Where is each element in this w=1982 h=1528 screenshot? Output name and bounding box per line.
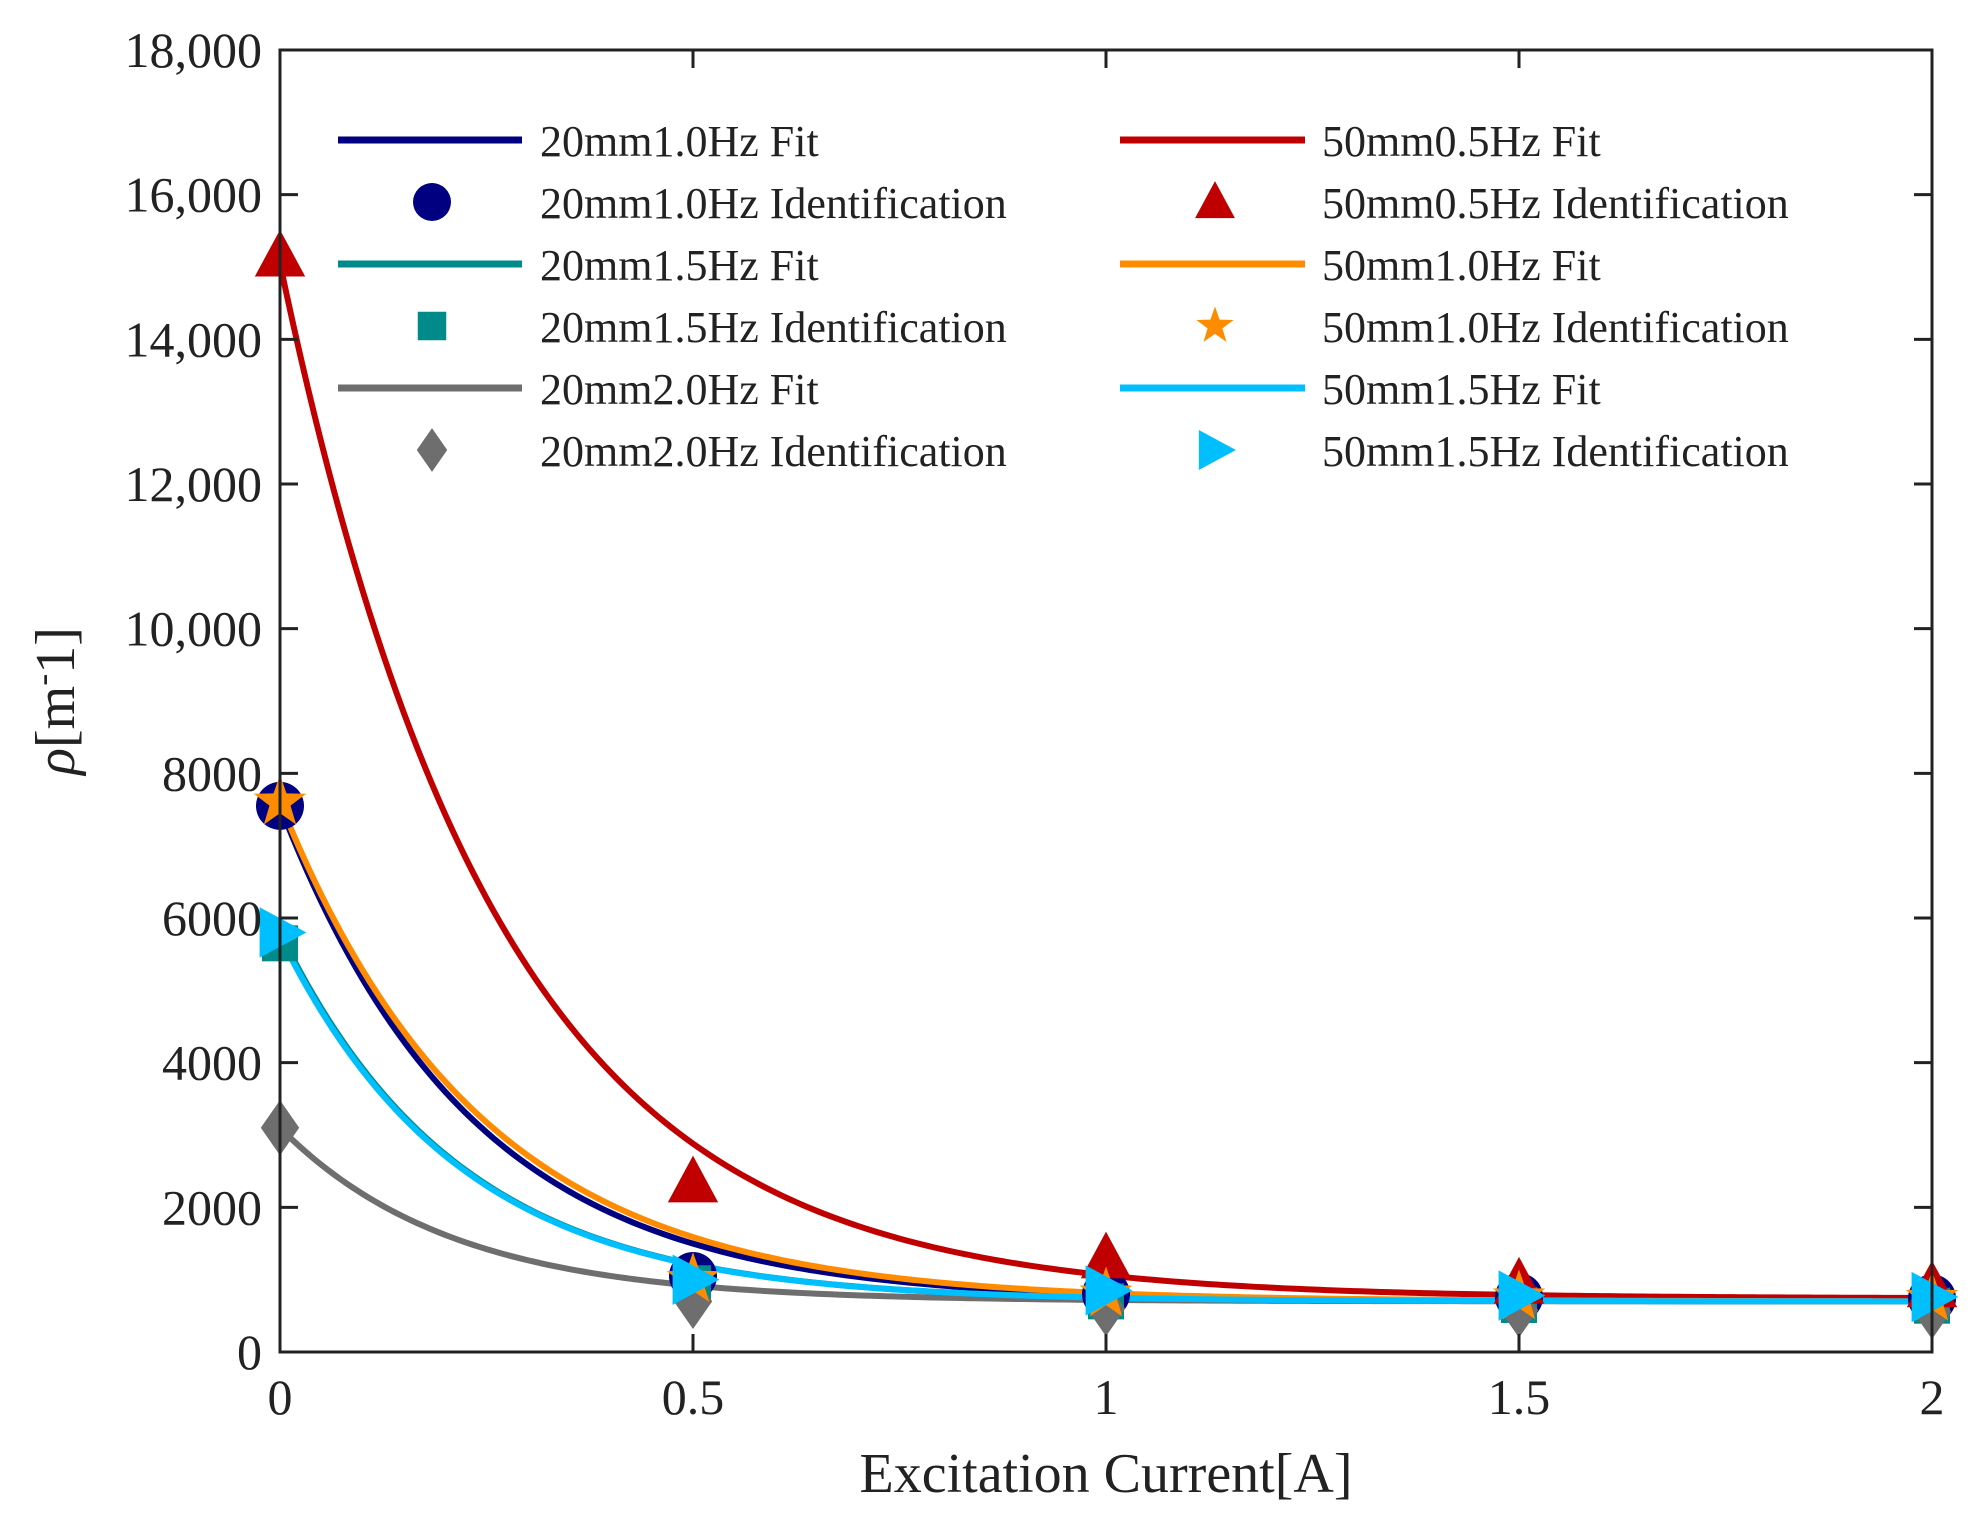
- x-tick-label: 2: [1920, 1369, 1945, 1425]
- legend-label: 20mm2.0Hz Fit: [540, 365, 819, 414]
- y-tick-label: 12,000: [125, 456, 263, 512]
- data-point-20mm2-0hz-identification: [673, 1273, 713, 1329]
- axes: 0 0.5 1 1.5 2 0 2000 4000 6000 8000 10,000 12,000 14…: [125, 22, 1945, 1425]
- y-axis-unit: [m: [25, 686, 87, 748]
- data-point-50mm0-5hz-identification: [1080, 1231, 1132, 1279]
- x-tick-label: 0: [268, 1369, 293, 1425]
- x-tick-label: 1: [1094, 1369, 1119, 1425]
- legend-label: 50mm1.5Hz Fit: [1322, 365, 1601, 414]
- legend-marker-swatch: [413, 183, 451, 221]
- legend-label: 50mm1.5Hz Identification: [1322, 427, 1789, 476]
- legend-entry-20mm2-0hz-identification: 20mm2.0Hz Identification: [416, 427, 1007, 476]
- legend-entry-50mm0-5hz-fit: 50mm0.5Hz Fit: [1120, 117, 1601, 166]
- x-tick-label: 0.5: [662, 1369, 725, 1425]
- legend-marker-swatch: [1195, 181, 1235, 219]
- legend-label: 20mm1.5Hz Fit: [540, 241, 819, 290]
- legend: 20mm1.0Hz Fit 20mm1.0Hz Identification 20m…: [338, 117, 1789, 476]
- legend-entry-20mm1-0hz-identification: 20mm1.0Hz Identification: [413, 179, 1007, 228]
- data-point-50mm1-5hz-identification: [672, 1254, 720, 1305]
- data-point-50mm1-5hz-identification: [1085, 1265, 1133, 1316]
- legend-label: 50mm0.5Hz Fit: [1322, 117, 1601, 166]
- y-tick-label: 14,000: [125, 311, 263, 367]
- legend-marker-swatch: [1198, 430, 1236, 470]
- x-tick-label: 1.5: [1488, 1369, 1551, 1425]
- legend-label: 50mm0.5Hz Identification: [1322, 179, 1789, 228]
- data-point-20mm2-0hz-identification: [1499, 1282, 1539, 1338]
- legend-label: 20mm1.5Hz Identification: [540, 303, 1007, 352]
- fit-curves: [277, 262, 1933, 1305]
- legend-label: 50mm1.0Hz Identification: [1322, 303, 1789, 352]
- x-axis-label: Excitation Current[A]: [860, 1443, 1353, 1505]
- legend-entry-20mm1-5hz-identification: 20mm1.5Hz Identification: [417, 303, 1007, 352]
- y-tick-label: 18,000: [125, 22, 263, 78]
- legend-entry-20mm1-0hz-fit: 20mm1.0Hz Fit: [338, 117, 819, 166]
- legend-entry-50mm1-0hz-fit: 50mm1.0Hz Fit: [1120, 241, 1601, 290]
- y-axis-symbol: ρ: [25, 748, 87, 777]
- legend-marker-swatch: [416, 428, 448, 472]
- legend-label: 50mm1.0Hz Fit: [1322, 241, 1601, 290]
- legend-label: 20mm2.0Hz Identification: [540, 427, 1007, 476]
- y-tick-label: 10,000: [125, 601, 263, 657]
- data-markers: [253, 229, 1959, 1340]
- legend-label: 20mm1.0Hz Fit: [540, 117, 819, 166]
- y-tick-label: 6000: [162, 890, 262, 946]
- fit-line-20mm1-0hz-fit: [277, 804, 1933, 1305]
- fit-line-50mm0-5hz-fit: [277, 262, 1933, 1301]
- data-point-50mm1-5hz-identification: [1498, 1270, 1546, 1321]
- legend-entry-50mm0-5hz-identification: 50mm0.5Hz Identification: [1195, 179, 1789, 228]
- data-point-50mm1-5hz-identification: [1911, 1271, 1959, 1323]
- y-axis-unit-tail: 1]: [25, 627, 87, 674]
- fit-line-50mm1-0hz-fit: [277, 801, 1933, 1305]
- legend-marker-swatch: [417, 311, 447, 341]
- data-point-50mm1-5hz-identification: [259, 907, 307, 958]
- y-tick-label: 8000: [162, 745, 262, 801]
- legend-entry-20mm1-5hz-fit: 20mm1.5Hz Fit: [338, 241, 819, 290]
- y-axis-unit-superscript: -: [22, 674, 62, 686]
- legend-entry-20mm2-0hz-fit: 20mm2.0Hz Fit: [338, 365, 819, 414]
- legend-entry-50mm1-5hz-identification: 50mm1.5Hz Identification: [1198, 427, 1789, 476]
- legend-marker-swatch: [1196, 306, 1234, 342]
- y-tick-label: 0: [237, 1324, 262, 1380]
- y-tick-label: 16,000: [125, 167, 263, 223]
- y-tick-label: 2000: [162, 1179, 262, 1235]
- legend-entry-50mm1-5hz-fit: 50mm1.5Hz Fit: [1120, 365, 1601, 414]
- y-tick-label: 4000: [162, 1035, 262, 1091]
- legend-entry-50mm1-0hz-identification: 50mm1.0Hz Identification: [1196, 303, 1789, 352]
- legend-label: 20mm1.0Hz Identification: [540, 179, 1007, 228]
- y-axis-label: ρ[m-1]: [22, 627, 87, 777]
- data-point-50mm0-5hz-identification: [667, 1155, 719, 1203]
